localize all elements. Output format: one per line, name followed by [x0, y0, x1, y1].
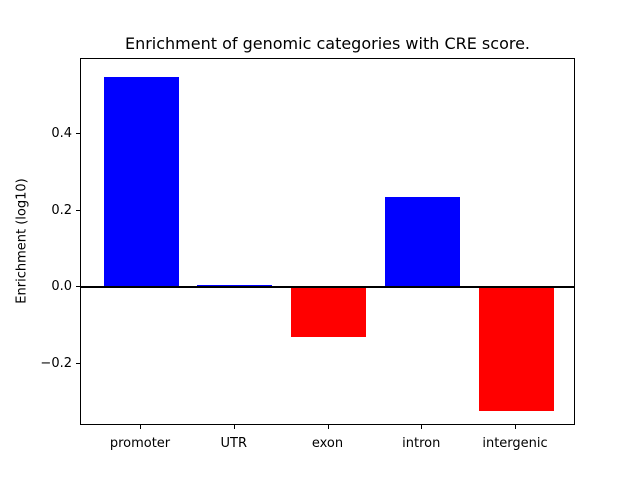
bar-promoter: [103, 76, 179, 288]
y-tick-label: 0.0: [51, 279, 72, 295]
x-tick-mark: [233, 425, 235, 429]
zero-line: [81, 286, 574, 289]
x-tick-label-UTR: UTR: [220, 436, 248, 451]
y-tick-mark: [76, 286, 80, 288]
plot-area: [80, 58, 575, 425]
bar-intergenic: [478, 287, 554, 412]
chart-title: Enrichment of genomic categories with CR…: [124, 34, 531, 53]
y-tick-label: 0.2: [51, 202, 72, 218]
y-tick-label: 0.4: [51, 126, 72, 141]
y-tick-mark: [76, 362, 80, 364]
x-tick-label-intron: intron: [402, 436, 441, 451]
y-tick-mark: [76, 133, 80, 134]
bar-exon: [291, 287, 366, 337]
bar-intron: [384, 197, 460, 288]
x-tick-mark: [327, 425, 329, 429]
x-tick-mark: [140, 425, 141, 429]
x-tick-label-promoter: promoter: [109, 436, 171, 451]
y-tick-label: −0.2: [40, 355, 72, 371]
x-tick-label-exon: exon: [311, 436, 344, 451]
x-tick-mark: [515, 425, 516, 429]
y-axis-label: Enrichment (log10): [14, 178, 30, 304]
y-tick-mark: [76, 209, 80, 211]
x-tick-mark: [421, 425, 423, 429]
x-tick-label-intergenic: intergenic: [482, 436, 548, 451]
